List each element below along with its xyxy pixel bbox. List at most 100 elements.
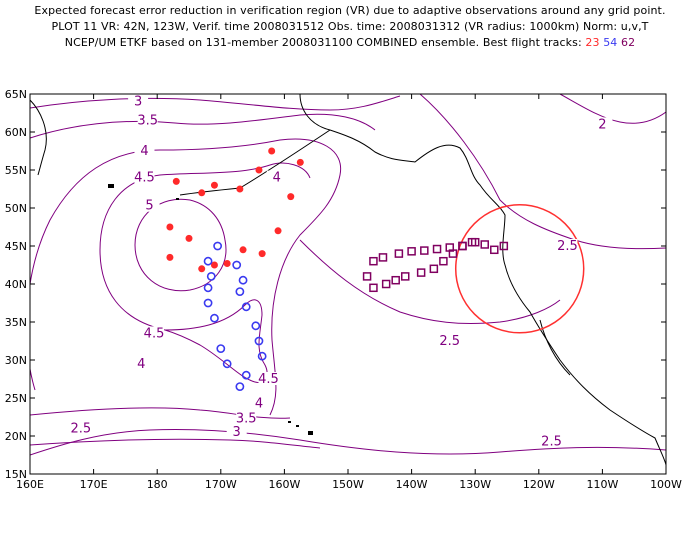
contour-label: 3 xyxy=(233,425,241,440)
contour-label: 5 xyxy=(145,199,153,214)
contour-label-bg xyxy=(128,94,149,108)
track-id-54: 54 xyxy=(603,36,618,49)
track-54-point xyxy=(235,287,245,296)
track-23-point xyxy=(166,223,174,231)
track-54-point xyxy=(254,336,264,346)
track-62-point xyxy=(394,249,404,258)
hawaii-island-2 xyxy=(296,425,299,427)
y-tick-label: 20N xyxy=(5,430,27,443)
contour-4-outer xyxy=(30,138,342,416)
x-tick-label: 170W xyxy=(205,478,237,491)
verification-region-circle xyxy=(454,204,585,334)
track-54-point xyxy=(203,256,213,266)
contour-label-bg xyxy=(134,170,155,184)
contour-label: 3 xyxy=(134,95,142,110)
contour-5 xyxy=(134,198,227,292)
contour-label: 2 xyxy=(598,117,606,132)
track-54-point xyxy=(235,382,245,391)
track-62-point xyxy=(369,256,378,266)
track-62-point xyxy=(369,283,378,293)
hawaii-island-3 xyxy=(308,431,313,435)
kamchatka-coast xyxy=(30,99,47,176)
contour-label: 4.5 xyxy=(258,372,279,387)
y-tick-label: 60N xyxy=(5,126,27,139)
islands xyxy=(108,184,313,435)
track-62-point xyxy=(391,275,400,285)
contour-label: 2.5 xyxy=(71,421,92,436)
title-line-3: NCEP/UM ETKF based on 131-member 2008031… xyxy=(0,36,700,49)
track-23-point xyxy=(198,265,206,273)
north-america-coast xyxy=(299,94,666,466)
contour-label-bg xyxy=(139,198,160,212)
contour-label-bg xyxy=(70,421,91,435)
contour-label-bg xyxy=(131,356,152,370)
contour-label-bg xyxy=(236,411,257,425)
track-23-point xyxy=(255,166,263,174)
track-23-point xyxy=(274,227,282,235)
track-54-point xyxy=(203,283,213,293)
x-tick-label: 110W xyxy=(586,478,618,491)
contour-label-bg xyxy=(258,372,279,385)
y-tick-label: 25N xyxy=(5,392,27,405)
contour-3.5 xyxy=(30,113,376,139)
x-tick-label: 160E xyxy=(16,478,44,491)
track-54-point xyxy=(251,321,261,331)
contour-2.5-south xyxy=(30,428,666,456)
track-62-point xyxy=(407,247,416,256)
track-62-point xyxy=(378,253,388,262)
track-54-point xyxy=(257,351,267,361)
track-23-point xyxy=(239,246,247,254)
track-62-point xyxy=(400,272,410,281)
track-id-62: 62 xyxy=(621,36,636,49)
x-tick-label: 150W xyxy=(332,478,364,491)
title-line-2: PLOT 11 VR: 42N, 123W, Verif. time 20080… xyxy=(51,20,649,33)
contour-label-bg xyxy=(592,117,613,131)
hawaii-island-1 xyxy=(288,421,291,423)
small-island-2 xyxy=(176,198,179,200)
track-62-point xyxy=(432,244,442,254)
y-tick-label: 55N xyxy=(5,164,27,177)
track-23-point xyxy=(258,250,266,258)
track-54-point xyxy=(238,275,248,285)
contour-label: 4 xyxy=(255,396,263,411)
y-tick-label: 50N xyxy=(5,202,27,215)
contour-2-ne xyxy=(559,94,666,124)
contour-label-bg xyxy=(439,334,460,347)
track-54-point xyxy=(232,260,242,270)
track-23-point xyxy=(287,193,295,201)
track-23-point xyxy=(166,253,174,261)
track-54-point xyxy=(210,313,219,323)
track-54-point xyxy=(241,302,251,312)
track-54-point xyxy=(216,344,226,353)
y-tick-label: 15N xyxy=(5,468,27,481)
x-tick-label: 140W xyxy=(396,478,428,491)
contour-label: 4 xyxy=(140,144,148,159)
track-54-point xyxy=(222,359,232,369)
contour-3.5-south xyxy=(30,407,291,419)
contour-label: 3.5 xyxy=(236,412,257,427)
track-54-point xyxy=(206,271,216,281)
track-23-point xyxy=(210,261,218,269)
track-62-point xyxy=(499,241,509,251)
contour-label-bg xyxy=(144,326,165,340)
contour-label: 2.5 xyxy=(541,434,562,449)
x-tick-label: 170E xyxy=(80,478,108,491)
track-54-point xyxy=(213,241,223,251)
x-tick-label: 160W xyxy=(268,478,300,491)
contour-label: 4.5 xyxy=(144,326,165,341)
title-line-1: Expected forecast error reduction in ver… xyxy=(34,4,666,17)
y-tick-label: 30N xyxy=(5,354,27,367)
alaska-peninsula xyxy=(239,129,331,189)
contour-label: 2.5 xyxy=(557,239,578,254)
title-line-3-text: NCEP/UM ETKF based on 131-member 2008031… xyxy=(64,36,582,49)
contour-label: 4 xyxy=(137,357,145,372)
track-62-point xyxy=(416,268,426,277)
small-island-1 xyxy=(108,184,114,188)
track-23-point xyxy=(296,158,304,166)
track-62-point xyxy=(490,245,499,255)
contour-2.5-mid xyxy=(299,239,561,325)
contour-lines xyxy=(30,94,666,456)
track-62-point xyxy=(420,246,429,255)
contour-label: 4.5 xyxy=(134,171,155,186)
contour-label-bg xyxy=(541,434,562,448)
